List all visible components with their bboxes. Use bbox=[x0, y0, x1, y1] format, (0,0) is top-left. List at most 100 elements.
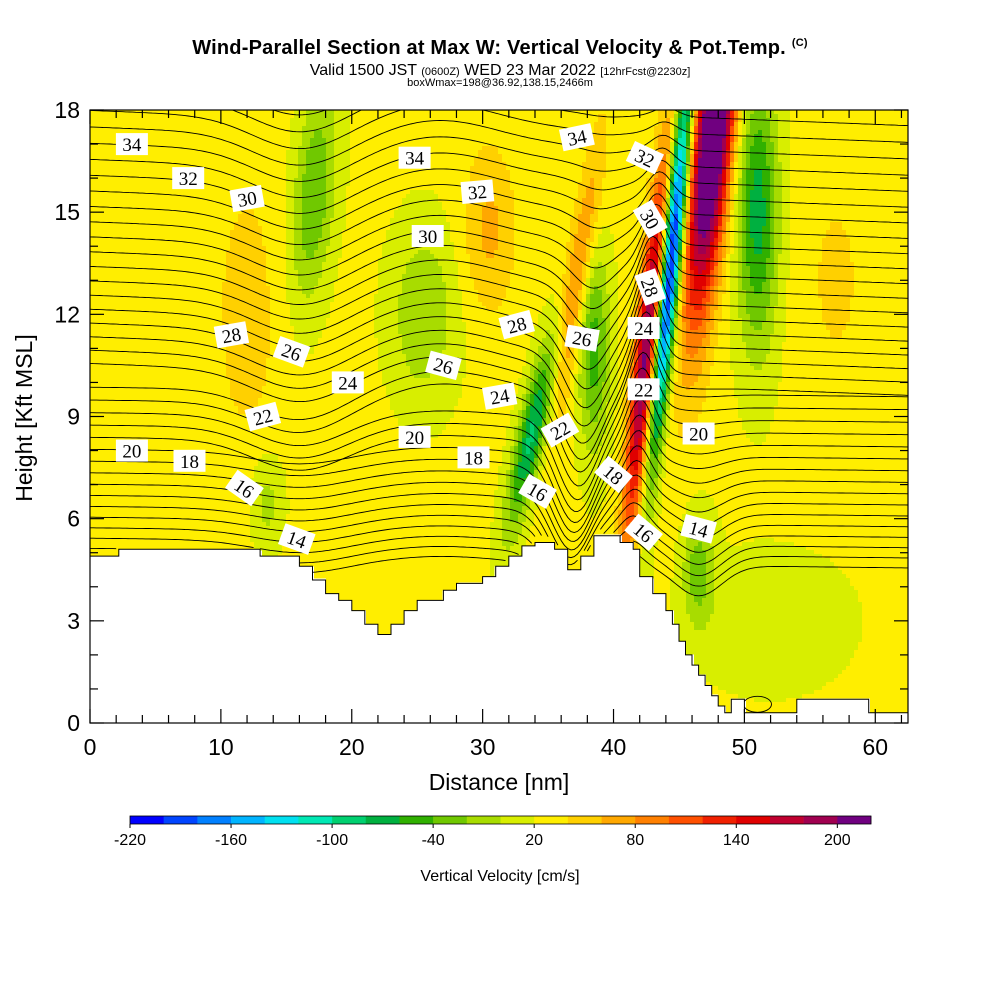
field-cell bbox=[238, 226, 243, 231]
field-cell bbox=[118, 394, 123, 399]
field-cell bbox=[210, 390, 215, 395]
field-cell bbox=[190, 418, 195, 423]
field-cell bbox=[166, 118, 171, 123]
field-cell bbox=[206, 426, 211, 431]
field-cell bbox=[130, 294, 135, 299]
field-cell bbox=[102, 154, 107, 159]
field-cell bbox=[122, 394, 127, 399]
field-cell bbox=[158, 166, 163, 171]
field-cell bbox=[94, 298, 99, 303]
field-cell bbox=[110, 478, 115, 483]
field-cell bbox=[138, 270, 143, 275]
field-cell bbox=[250, 302, 255, 307]
field-cell bbox=[114, 286, 119, 291]
field-cell bbox=[174, 370, 179, 375]
field-cell bbox=[218, 134, 223, 139]
field-cell bbox=[110, 378, 115, 383]
field-cell bbox=[186, 434, 191, 439]
field-cell bbox=[242, 530, 247, 535]
field-cell bbox=[242, 458, 247, 463]
field-cell bbox=[206, 290, 211, 295]
field-cell bbox=[242, 542, 247, 547]
field-cell bbox=[250, 162, 255, 167]
field-cell bbox=[186, 382, 191, 387]
field-cell bbox=[214, 138, 219, 143]
field-cell bbox=[266, 126, 271, 131]
field-cell bbox=[162, 190, 167, 195]
field-cell bbox=[150, 434, 155, 439]
field-cell bbox=[190, 126, 195, 131]
field-cell bbox=[166, 510, 171, 515]
field-cell bbox=[142, 190, 147, 195]
field-cell bbox=[98, 114, 103, 119]
field-cell bbox=[150, 426, 155, 431]
field-cell bbox=[262, 210, 267, 215]
field-cell bbox=[94, 286, 99, 291]
field-cell bbox=[150, 270, 155, 275]
field-cell bbox=[166, 438, 171, 443]
field-cell bbox=[178, 202, 183, 207]
field-cell bbox=[90, 302, 95, 307]
field-cell bbox=[186, 342, 191, 347]
field-cell bbox=[234, 242, 239, 247]
field-cell bbox=[170, 238, 175, 243]
field-cell bbox=[206, 490, 211, 495]
field-cell bbox=[190, 130, 195, 135]
field-cell bbox=[210, 254, 215, 259]
field-cell bbox=[190, 518, 195, 523]
field-cell bbox=[210, 398, 215, 403]
field-cell bbox=[186, 374, 191, 379]
field-cell bbox=[210, 502, 215, 507]
field-cell bbox=[210, 306, 215, 311]
field-cell bbox=[178, 278, 183, 283]
field-cell bbox=[210, 438, 215, 443]
field-cell bbox=[162, 434, 167, 439]
field-cell bbox=[198, 362, 203, 367]
field-cell bbox=[106, 274, 111, 279]
field-cell bbox=[114, 270, 119, 275]
field-cell bbox=[94, 122, 99, 127]
field-cell bbox=[142, 522, 147, 527]
field-cell bbox=[238, 378, 243, 383]
field-cell bbox=[182, 514, 187, 519]
field-cell bbox=[218, 538, 223, 543]
field-cell bbox=[222, 318, 227, 323]
field-cell bbox=[150, 486, 155, 491]
field-cell bbox=[134, 306, 139, 311]
field-cell bbox=[182, 250, 187, 255]
field-cell bbox=[266, 470, 271, 475]
field-cell bbox=[242, 290, 247, 295]
field-cell bbox=[182, 274, 187, 279]
field-cell bbox=[106, 110, 111, 115]
field-cell bbox=[222, 294, 227, 299]
field-cell bbox=[146, 146, 151, 151]
field-cell bbox=[118, 290, 123, 295]
field-cell bbox=[142, 466, 147, 471]
field-cell bbox=[194, 362, 199, 367]
field-cell bbox=[194, 338, 199, 343]
field-cell bbox=[190, 470, 195, 475]
field-cell bbox=[158, 122, 163, 127]
field-cell bbox=[134, 270, 139, 275]
field-cell bbox=[138, 546, 143, 551]
field-cell bbox=[158, 438, 163, 443]
field-cell bbox=[190, 330, 195, 335]
field-cell bbox=[210, 426, 215, 431]
field-cell bbox=[190, 254, 195, 259]
field-cell bbox=[102, 550, 107, 555]
field-cell bbox=[266, 218, 271, 223]
field-cell bbox=[238, 442, 243, 447]
field-cell bbox=[206, 262, 211, 267]
field-cell bbox=[174, 342, 179, 347]
field-cell bbox=[122, 226, 127, 231]
field-cell bbox=[270, 146, 275, 151]
field-cell bbox=[134, 506, 139, 511]
field-cell bbox=[166, 506, 171, 511]
field-cell bbox=[142, 410, 147, 415]
field-cell bbox=[170, 406, 175, 411]
field-cell bbox=[178, 434, 183, 439]
field-cell bbox=[118, 506, 123, 511]
field-cell bbox=[222, 194, 227, 199]
field-cell bbox=[242, 182, 247, 187]
field-cell bbox=[90, 386, 95, 391]
